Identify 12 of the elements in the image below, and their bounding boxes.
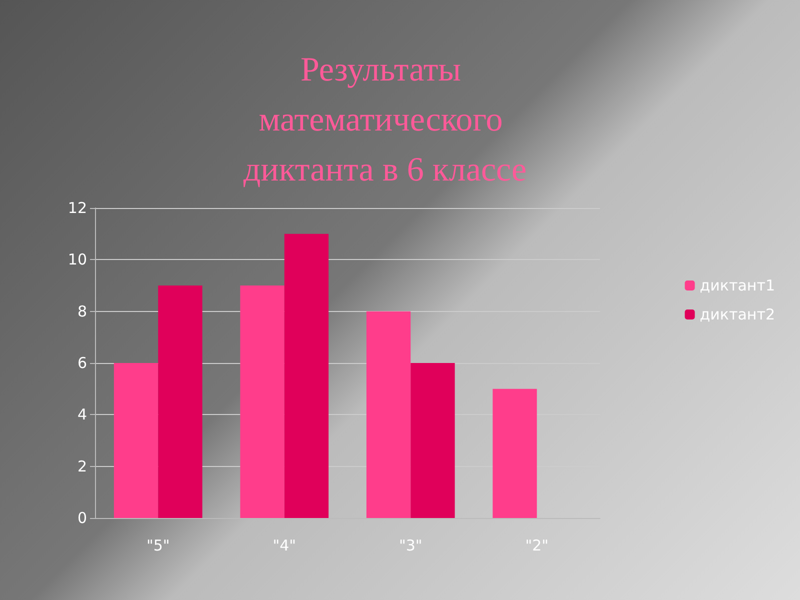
y-tick-label: 12: [68, 199, 87, 217]
y-tick-label: 2: [77, 457, 87, 476]
y-tick-label: 10: [68, 250, 87, 269]
y-tick-label: 4: [77, 406, 87, 424]
y-tick-label: 8: [77, 302, 87, 320]
x-tick-label: "5": [146, 536, 170, 554]
legend-label: диктант1: [700, 276, 776, 294]
x-tick-label: "4": [272, 536, 296, 554]
x-tick-label: "3": [398, 536, 422, 554]
y-tick-label: 0: [77, 509, 87, 527]
y-tick-label: 6: [77, 354, 87, 372]
chart-title: Результаты математического диктанта в 6 классе: [243, 52, 527, 188]
